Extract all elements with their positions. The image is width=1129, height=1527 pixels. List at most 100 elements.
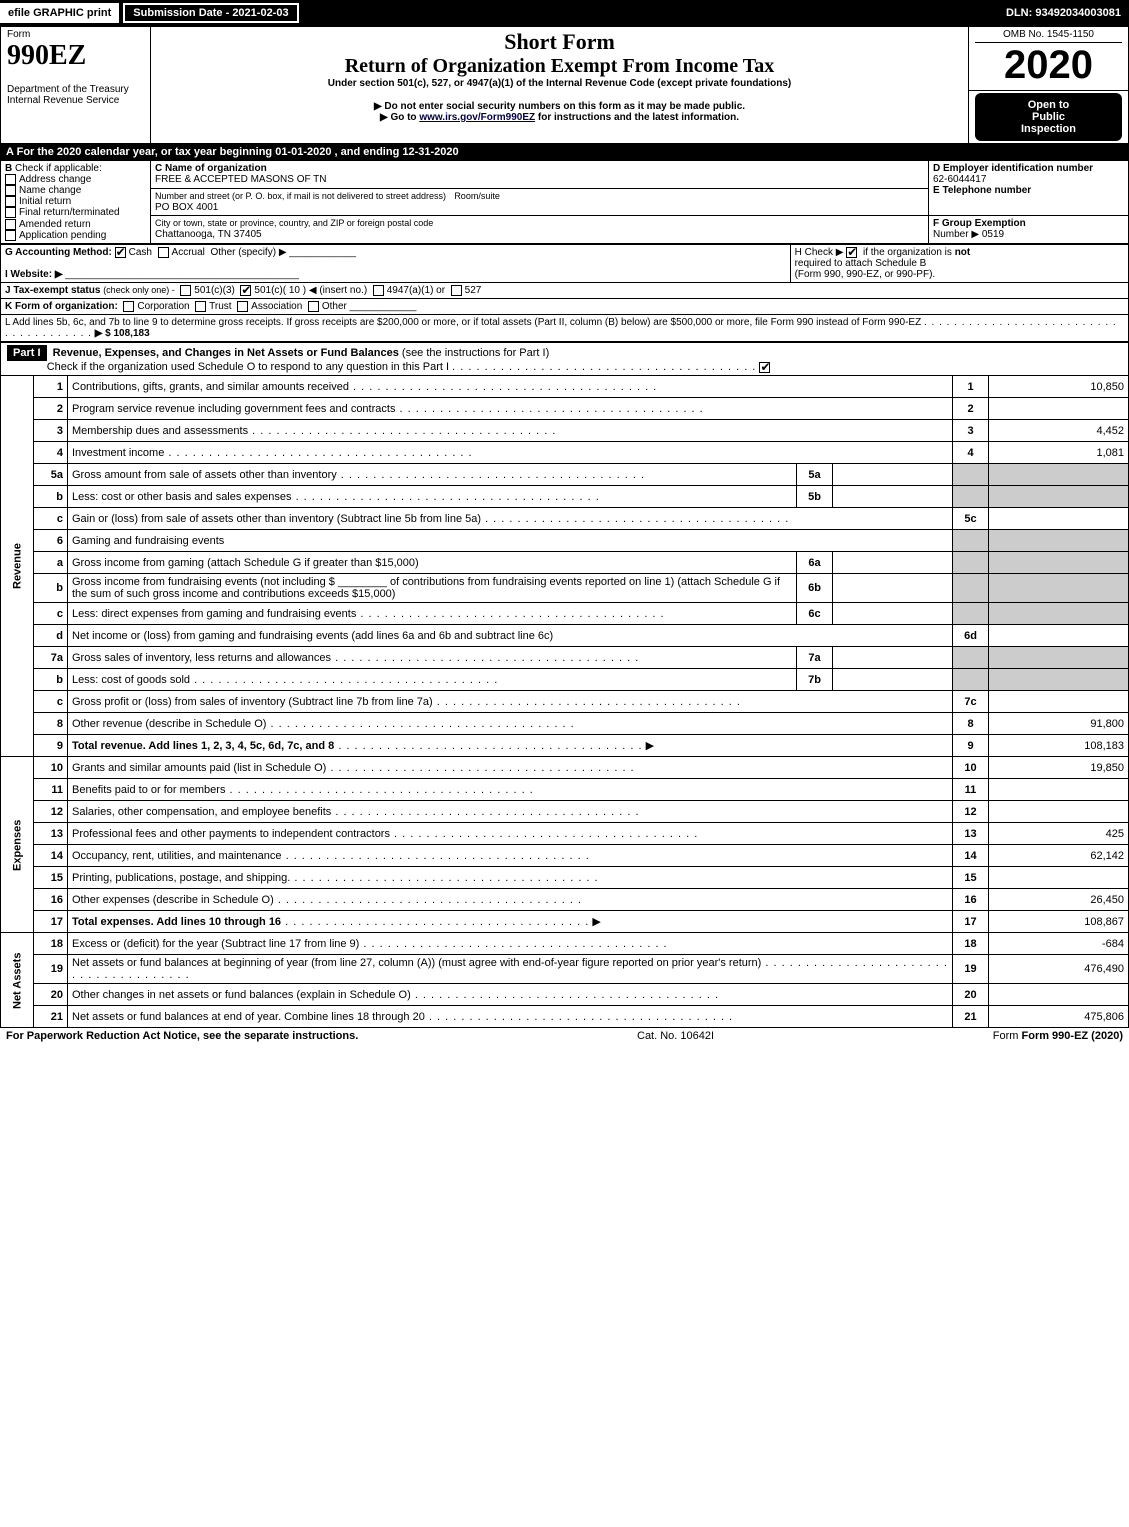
v-2 (989, 398, 1129, 420)
row-7c: c Gross profit or (loss) from sales of i… (1, 691, 1129, 713)
goto-link[interactable]: www.irs.gov/Form990EZ (419, 112, 535, 123)
sn-7a: 7a (797, 647, 833, 669)
v-6d (989, 625, 1129, 647)
k-corp: Corporation (137, 301, 189, 312)
row-6a: a Gross income from gaming (attach Sched… (1, 552, 1129, 574)
chk-schedule-b[interactable] (846, 247, 857, 258)
chk-trust[interactable] (195, 301, 206, 312)
d-4: Investment income (72, 447, 164, 459)
opt-address-change: Address change (19, 174, 91, 185)
open-l3: Inspection (1021, 123, 1076, 135)
n-7a: 7a (34, 647, 68, 669)
d-13: Professional fees and other payments to … (72, 828, 390, 840)
city: Chattanooga, TN 37405 (155, 229, 262, 240)
rn-3: 3 (953, 420, 989, 442)
d-5c: Gain or (loss) from sale of assets other… (72, 513, 481, 525)
chk-other[interactable] (308, 301, 319, 312)
c-label: C Name of organization (155, 163, 267, 174)
line-a: A For the 2020 calendar year, or tax yea… (0, 144, 1129, 160)
top-bar: efile GRAPHIC print Submission Date - 20… (0, 0, 1129, 26)
chk-4947[interactable] (373, 285, 384, 296)
chk-501c3[interactable] (180, 285, 191, 296)
v-17: 108,867 (989, 911, 1129, 933)
d-21: Net assets or fund balances at end of ye… (72, 1011, 425, 1023)
rn-16: 16 (953, 889, 989, 911)
rn-7c: 7c (953, 691, 989, 713)
row-4: 4 Investment income 4 1,081 (1, 442, 1129, 464)
street-label: Number and street (or P. O. box, if mail… (155, 191, 446, 201)
section-revenue: Revenue (1, 376, 34, 757)
chk-corp[interactable] (123, 301, 134, 312)
sv-7b (833, 669, 953, 691)
chk-name-change[interactable] (5, 185, 16, 196)
v-12 (989, 801, 1129, 823)
city-label: City or town, state or province, country… (155, 218, 433, 228)
rn-9: 9 (953, 735, 989, 757)
section-net-assets: Net Assets (1, 933, 34, 1028)
row-5c: c Gain or (loss) from sale of assets oth… (1, 508, 1129, 530)
section-expenses: Expenses (1, 757, 34, 933)
form-word: Form (7, 29, 144, 40)
rn-18: 18 (953, 933, 989, 955)
part-i-tag: Part I (7, 345, 47, 361)
v-13: 425 (989, 823, 1129, 845)
v-14: 62,142 (989, 845, 1129, 867)
rn-14: 14 (953, 845, 989, 867)
row-6d: d Net income or (loss) from gaming and f… (1, 625, 1129, 647)
short-form-title: Short Form (157, 29, 962, 55)
chk-527[interactable] (451, 285, 462, 296)
d-1: Contributions, gifts, grants, and simila… (72, 381, 349, 393)
d-5a: Gross amount from sale of assets other t… (72, 469, 337, 481)
sn-6a: 6a (797, 552, 833, 574)
chk-501c[interactable] (240, 285, 251, 296)
rn-11: 11 (953, 779, 989, 801)
line-a-text: For the 2020 calendar year, or tax year … (17, 146, 459, 158)
f-label2: Number ▶ (933, 229, 979, 240)
e-label: E Telephone number (933, 185, 1031, 196)
chk-assoc[interactable] (237, 301, 248, 312)
chk-cash[interactable] (115, 247, 126, 258)
chk-schedule-o[interactable] (759, 362, 770, 373)
row-11: 11 Benefits paid to or for members 11 (1, 779, 1129, 801)
n-7c: c (34, 691, 68, 713)
n-6d: d (34, 625, 68, 647)
h-post: if the organization is (860, 247, 955, 258)
n-2: 2 (34, 398, 68, 420)
efile-print[interactable]: efile GRAPHIC print (0, 3, 119, 23)
row-5b: b Less: cost or other basis and sales ex… (1, 486, 1129, 508)
d-10: Grants and similar amounts paid (list in… (72, 762, 326, 774)
sn-6b: 6b (797, 574, 833, 603)
street: PO BOX 4001 (155, 202, 218, 213)
v-19: 476,490 (989, 955, 1129, 984)
d-17: Total expenses. Add lines 10 through 16 (72, 916, 281, 928)
n-11: 11 (34, 779, 68, 801)
v-3: 4,452 (989, 420, 1129, 442)
b-label: Check if applicable: (15, 163, 102, 174)
v-5c (989, 508, 1129, 530)
sn-6c: 6c (797, 603, 833, 625)
n-10: 10 (34, 757, 68, 779)
chk-initial-return[interactable] (5, 196, 16, 207)
rn-20: 20 (953, 984, 989, 1006)
row-6: 6 Gaming and fundraising events (1, 530, 1129, 552)
dept-treasury: Department of the Treasury (7, 84, 144, 95)
chk-application-pending[interactable] (5, 230, 16, 241)
v-20 (989, 984, 1129, 1006)
sv-6b (833, 574, 953, 603)
opt-amended-return: Amended return (19, 219, 91, 230)
g-other: Other (specify) ▶ (210, 247, 286, 258)
rn-5c: 5c (953, 508, 989, 530)
chk-address-change[interactable] (5, 174, 16, 185)
n-20: 20 (34, 984, 68, 1006)
v-21: 475,806 (989, 1006, 1129, 1028)
j-o3: 4947(a)(1) or (387, 285, 445, 296)
rn-19: 19 (953, 955, 989, 984)
n-15: 15 (34, 867, 68, 889)
v-18: -684 (989, 933, 1129, 955)
chk-accrual[interactable] (158, 247, 169, 258)
chk-amended-return[interactable] (5, 219, 16, 230)
chk-final-return[interactable] (5, 207, 16, 218)
form-ref: Form Form 990-EZ (2020) (993, 1030, 1123, 1042)
h-not: not (955, 247, 971, 258)
rn-4: 4 (953, 442, 989, 464)
